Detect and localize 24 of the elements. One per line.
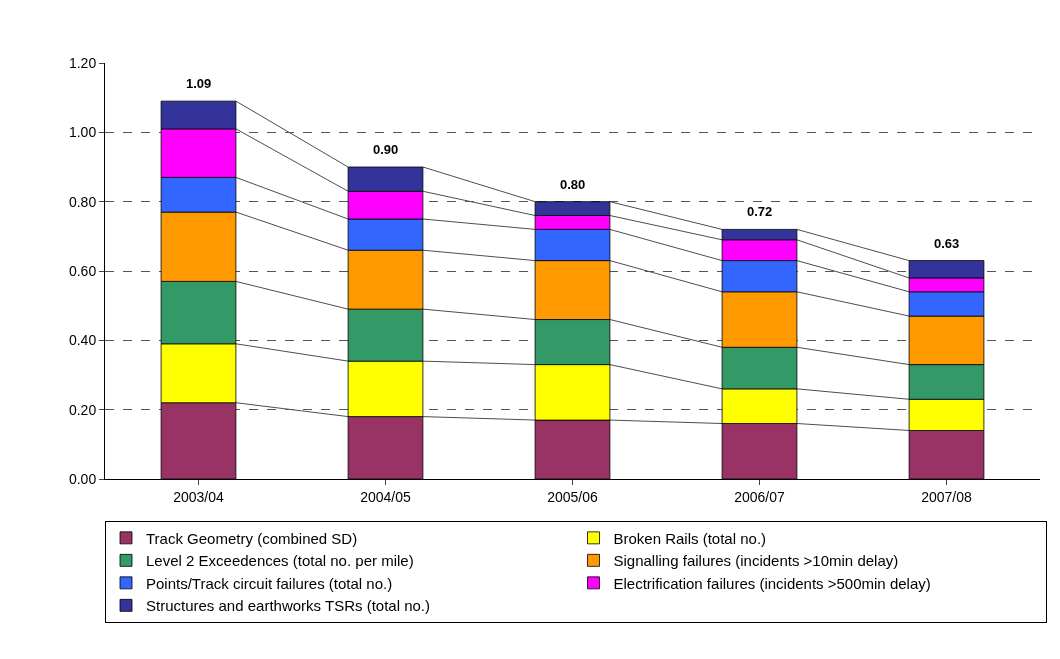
y-tick-label: 0.60	[68, 262, 97, 279]
total-label: 0.72	[747, 204, 773, 219]
total-label: 1.09	[186, 76, 212, 91]
x-tick-label: 2006/07	[734, 488, 786, 505]
y-tick-label: 0.00	[68, 470, 97, 487]
legend-label: Points/Track circuit failures (total no.)	[146, 574, 393, 592]
legend-label: Level 2 Exceedences (total no. per mile)	[146, 552, 414, 570]
x-tick-label: 2004/05	[360, 488, 412, 505]
y-tick-label: 0.40	[68, 332, 97, 349]
legend-label: Signalling failures (incidents >10min delay)	[613, 552, 899, 570]
total-label: 0.63	[934, 236, 960, 251]
y-tick-label: 1.20	[68, 54, 97, 71]
legend-label: Broken Rails (total no.)	[613, 529, 767, 547]
legend-label: Structures and earthworks TSRs (total no.)	[146, 597, 431, 615]
total-label: 0.90	[373, 142, 399, 157]
y-tick-label: 0.80	[68, 193, 97, 210]
y-tick-label: 1.00	[68, 124, 97, 141]
legend-label: Track Geometry (combined SD)	[146, 529, 358, 547]
x-tick-label: 2003/04	[173, 488, 225, 505]
x-tick-label: 2007/08	[921, 488, 973, 505]
x-tick-label: 2005/06	[547, 488, 599, 505]
total-label: 0.80	[560, 177, 586, 192]
legend-label: Electrification failures (incidents >500min delay)	[613, 574, 931, 592]
y-tick-label: 0.20	[68, 401, 97, 418]
